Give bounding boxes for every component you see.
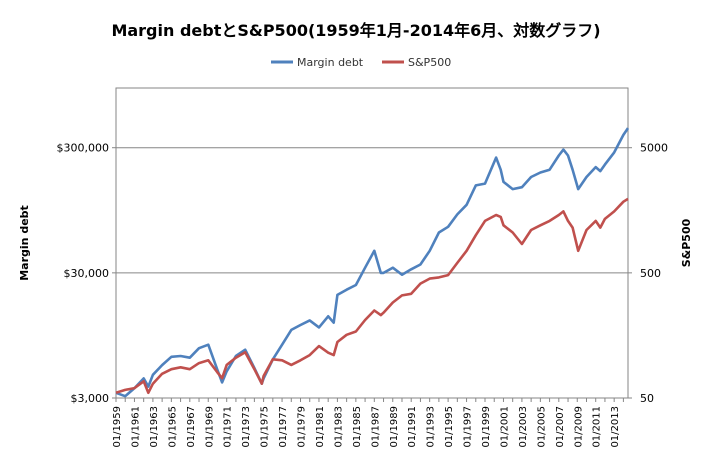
plot-area bbox=[115, 87, 629, 399]
x-tick-label: 01/1991 bbox=[407, 406, 418, 448]
series-line-sp500 bbox=[115, 197, 629, 395]
x-tick-label: 01/1979 bbox=[297, 406, 308, 448]
legend-label: S&P500 bbox=[408, 56, 451, 69]
x-axis-ticks: 01/1959 01/1961 01/1963 01/1965 01/1967 01/19… bbox=[112, 398, 624, 448]
legend: Margin debt S&P500 bbox=[271, 56, 451, 69]
x-tick-label: 01/2001 bbox=[499, 406, 510, 448]
y-axis-label: Margin debt bbox=[18, 205, 31, 281]
y-axis-right-ticks: 50 500 5000 bbox=[628, 142, 668, 405]
x-tick-label: 01/1977 bbox=[278, 406, 289, 448]
x-tick-label: 01/1993 bbox=[426, 406, 437, 448]
x-tick-label: 01/1995 bbox=[444, 406, 455, 448]
legend-label: Margin debt bbox=[297, 56, 364, 69]
y-axis-left-ticks: $3,000 $30,000 $300,000 bbox=[57, 142, 116, 405]
x-tick-label: 01/1969 bbox=[204, 406, 215, 448]
x-tick-label: 01/1987 bbox=[370, 406, 381, 448]
y2-tick-label: 500 bbox=[640, 267, 661, 280]
x-tick-label: 01/1963 bbox=[149, 406, 160, 448]
x-tick-label: 01/1971 bbox=[223, 406, 234, 448]
x-tick-label: 01/2013 bbox=[610, 406, 621, 448]
x-tick-label: 01/2005 bbox=[536, 406, 547, 448]
y2-tick-label: 5000 bbox=[640, 142, 668, 155]
series-lines bbox=[115, 127, 630, 398]
chart-title: Margin debtとS&P500(1959年1月-2014年6月、対数グラフ… bbox=[111, 21, 600, 40]
y-tick-label: $300,000 bbox=[57, 142, 110, 155]
x-tick-label: 01/1961 bbox=[130, 406, 141, 448]
x-tick-label: 01/1983 bbox=[333, 406, 344, 448]
x-tick-label: 01/1973 bbox=[241, 406, 252, 448]
grid-lines bbox=[116, 147, 628, 399]
x-tick-label: 01/2009 bbox=[573, 406, 584, 448]
x-tick-label: 01/1981 bbox=[315, 406, 326, 448]
series-line-margin-debt bbox=[115, 127, 630, 398]
y-tick-label: $3,000 bbox=[71, 392, 110, 405]
y2-axis-label: S&P500 bbox=[680, 218, 693, 267]
x-tick-label: 01/2003 bbox=[518, 406, 529, 448]
x-tick-label: 01/2007 bbox=[555, 406, 566, 448]
x-tick-label: 01/1965 bbox=[167, 406, 178, 448]
x-tick-label: 01/1975 bbox=[260, 406, 271, 448]
x-tick-label: 01/1959 bbox=[112, 406, 123, 448]
x-tick-label: 01/1985 bbox=[352, 406, 363, 448]
x-tick-label: 01/1967 bbox=[186, 406, 197, 448]
y2-tick-label: 50 bbox=[640, 392, 654, 405]
x-tick-label: 01/1999 bbox=[481, 406, 492, 448]
x-tick-label: 01/2011 bbox=[592, 406, 603, 448]
x-tick-label: 01/1997 bbox=[463, 406, 474, 448]
x-tick-label: 01/1989 bbox=[389, 406, 400, 448]
y-tick-label: $30,000 bbox=[64, 267, 110, 280]
